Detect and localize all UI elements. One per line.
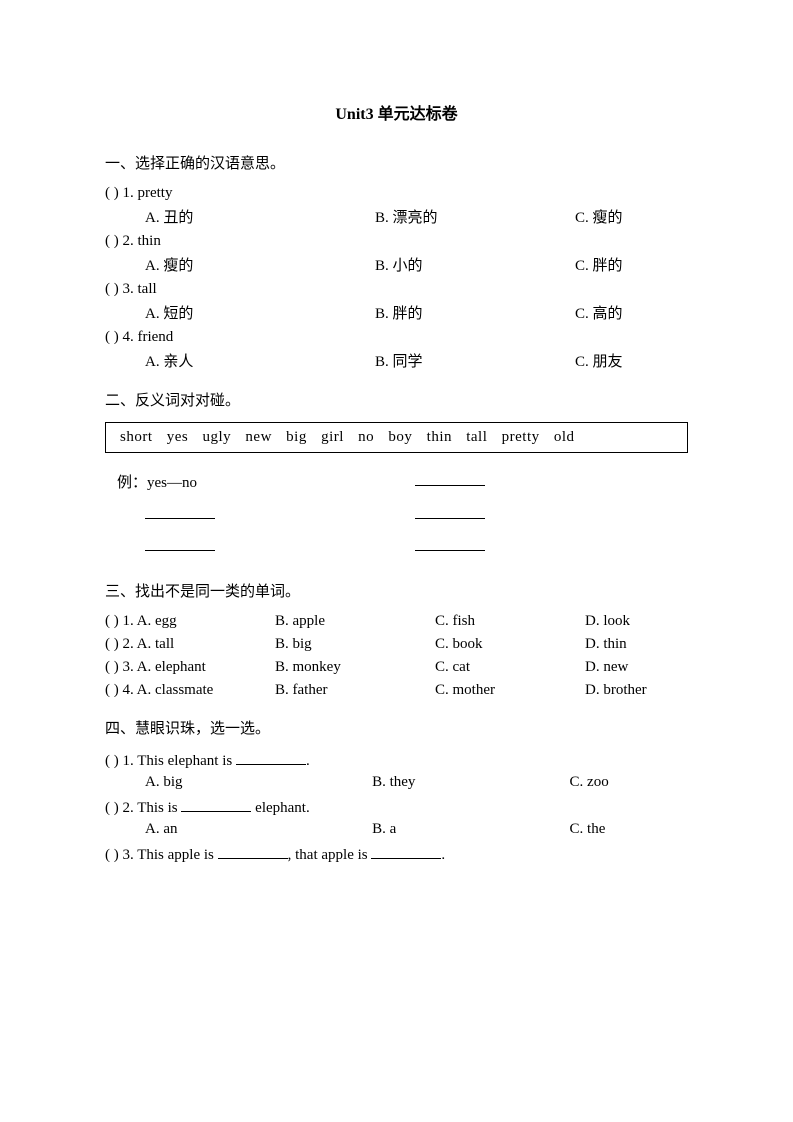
q4-1-before: ( ) 1. This elephant is <box>105 753 236 769</box>
page-title: Unit3 单元达标卷 <box>105 100 688 124</box>
q1-4-choice-a: A. 亲人 <box>145 350 375 371</box>
q4-2-choice-c: C. the <box>570 821 688 838</box>
q1-4-choices: A. 亲人 B. 同学 C. 朋友 <box>145 350 688 371</box>
q3-1-c: C. fish <box>435 613 585 630</box>
q4-3-before: ( ) 3. This apple is <box>105 847 218 863</box>
antonym-blank-3 <box>415 504 615 524</box>
q4-1-blank <box>236 750 306 765</box>
q1-3-choice-b: B. 胖的 <box>375 302 575 323</box>
q3-3-c: C. cat <box>435 659 585 676</box>
q4-1-choices: A. big B. they C. zoo <box>145 774 688 791</box>
worksheet-page: Unit3 单元达标卷 一、选择正确的汉语意思。 ( ) 1. pretty A… <box>0 0 793 928</box>
q4-3-blank-2 <box>371 844 441 859</box>
q1-4-stem: ( ) 4. friend <box>105 329 688 346</box>
q4-1-choice-a: A. big <box>145 774 372 791</box>
q1-2-choice-a: A. 瘦的 <box>145 254 375 275</box>
q3-2-d: D. thin <box>585 636 685 653</box>
q3-2-b: B. big <box>275 636 435 653</box>
q3-4-d: D. brother <box>585 682 685 699</box>
q3-1-a: ( ) 1. A. egg <box>105 613 275 630</box>
q1-2-stem: ( ) 2. thin <box>105 233 688 250</box>
q4-2-stem: ( ) 2. This is elephant. <box>105 797 688 817</box>
antonym-row-1: 例：yes—no <box>105 465 688 498</box>
q4-2-choice-b: B. a <box>372 821 569 838</box>
section-1-heading: 一、选择正确的汉语意思。 <box>105 152 688 173</box>
q1-2-choice-c: C. 胖的 <box>575 254 695 275</box>
antonym-word-box: short yes ugly new big girl no boy thin … <box>105 422 688 453</box>
q1-2-choice-b: B. 小的 <box>375 254 575 275</box>
antonym-example: 例：yes—no <box>105 471 415 492</box>
q1-1-choice-b: B. 漂亮的 <box>375 206 575 227</box>
q1-3-choices: A. 短的 B. 胖的 C. 高的 <box>145 302 688 323</box>
section-2-heading: 二、反义词对对碰。 <box>105 389 688 410</box>
q1-3-choice-c: C. 高的 <box>575 302 695 323</box>
q1-1-stem: ( ) 1. pretty <box>105 185 688 202</box>
q4-2-before: ( ) 2. This is <box>105 800 181 816</box>
section-3-heading: 三、找出不是同一类的单词。 <box>105 580 688 601</box>
antonym-blank-2 <box>105 504 415 524</box>
q3-4-b: B. father <box>275 682 435 699</box>
q4-2-mid: elephant. <box>251 800 309 816</box>
q3-1-b: B. apple <box>275 613 435 630</box>
q3-4-a: ( ) 4. A. classmate <box>105 682 275 699</box>
q3-2: ( ) 2. A. tall B. big C. book D. thin <box>105 636 688 653</box>
q1-1-choice-c: C. 瘦的 <box>575 206 695 227</box>
q4-3-stem: ( ) 3. This apple is , that apple is . <box>105 844 688 864</box>
q3-3-a: ( ) 3. A. elephant <box>105 659 275 676</box>
q3-3-d: D. new <box>585 659 685 676</box>
antonym-blank-4 <box>105 536 415 556</box>
q1-4-choice-b: B. 同学 <box>375 350 575 371</box>
q1-2-choices: A. 瘦的 B. 小的 C. 胖的 <box>145 254 688 275</box>
q4-1-after: . <box>306 753 310 769</box>
q3-4-c: C. mother <box>435 682 585 699</box>
antonym-blank-1 <box>415 471 615 492</box>
antonym-blank-5 <box>415 536 615 556</box>
q1-4-choice-c: C. 朋友 <box>575 350 695 371</box>
q4-3-after: . <box>441 847 445 863</box>
q4-1-choice-b: B. they <box>372 774 569 791</box>
q3-3: ( ) 3. A. elephant B. monkey C. cat D. n… <box>105 659 688 676</box>
q3-1: ( ) 1. A. egg B. apple C. fish D. look <box>105 613 688 630</box>
q1-3-stem: ( ) 3. tall <box>105 281 688 298</box>
q4-2-choice-a: A. an <box>145 821 372 838</box>
antonym-row-3 <box>105 530 688 562</box>
q1-3-choice-a: A. 短的 <box>145 302 375 323</box>
q4-3-mid: , that apple is <box>288 847 372 863</box>
q3-4: ( ) 4. A. classmate B. father C. mother … <box>105 682 688 699</box>
q4-1-stem: ( ) 1. This elephant is . <box>105 750 688 770</box>
q3-2-c: C. book <box>435 636 585 653</box>
q1-1-choice-a: A. 丑的 <box>145 206 375 227</box>
q4-2-blank <box>181 797 251 812</box>
q3-3-b: B. monkey <box>275 659 435 676</box>
q4-2-choices: A. an B. a C. the <box>145 821 688 838</box>
antonym-row-2 <box>105 498 688 530</box>
q1-1-choices: A. 丑的 B. 漂亮的 C. 瘦的 <box>145 206 688 227</box>
q4-3-blank-1 <box>218 844 288 859</box>
q4-1-choice-c: C. zoo <box>570 774 688 791</box>
section-4-heading: 四、慧眼识珠，选一选。 <box>105 717 688 738</box>
q3-1-d: D. look <box>585 613 685 630</box>
q3-2-a: ( ) 2. A. tall <box>105 636 275 653</box>
